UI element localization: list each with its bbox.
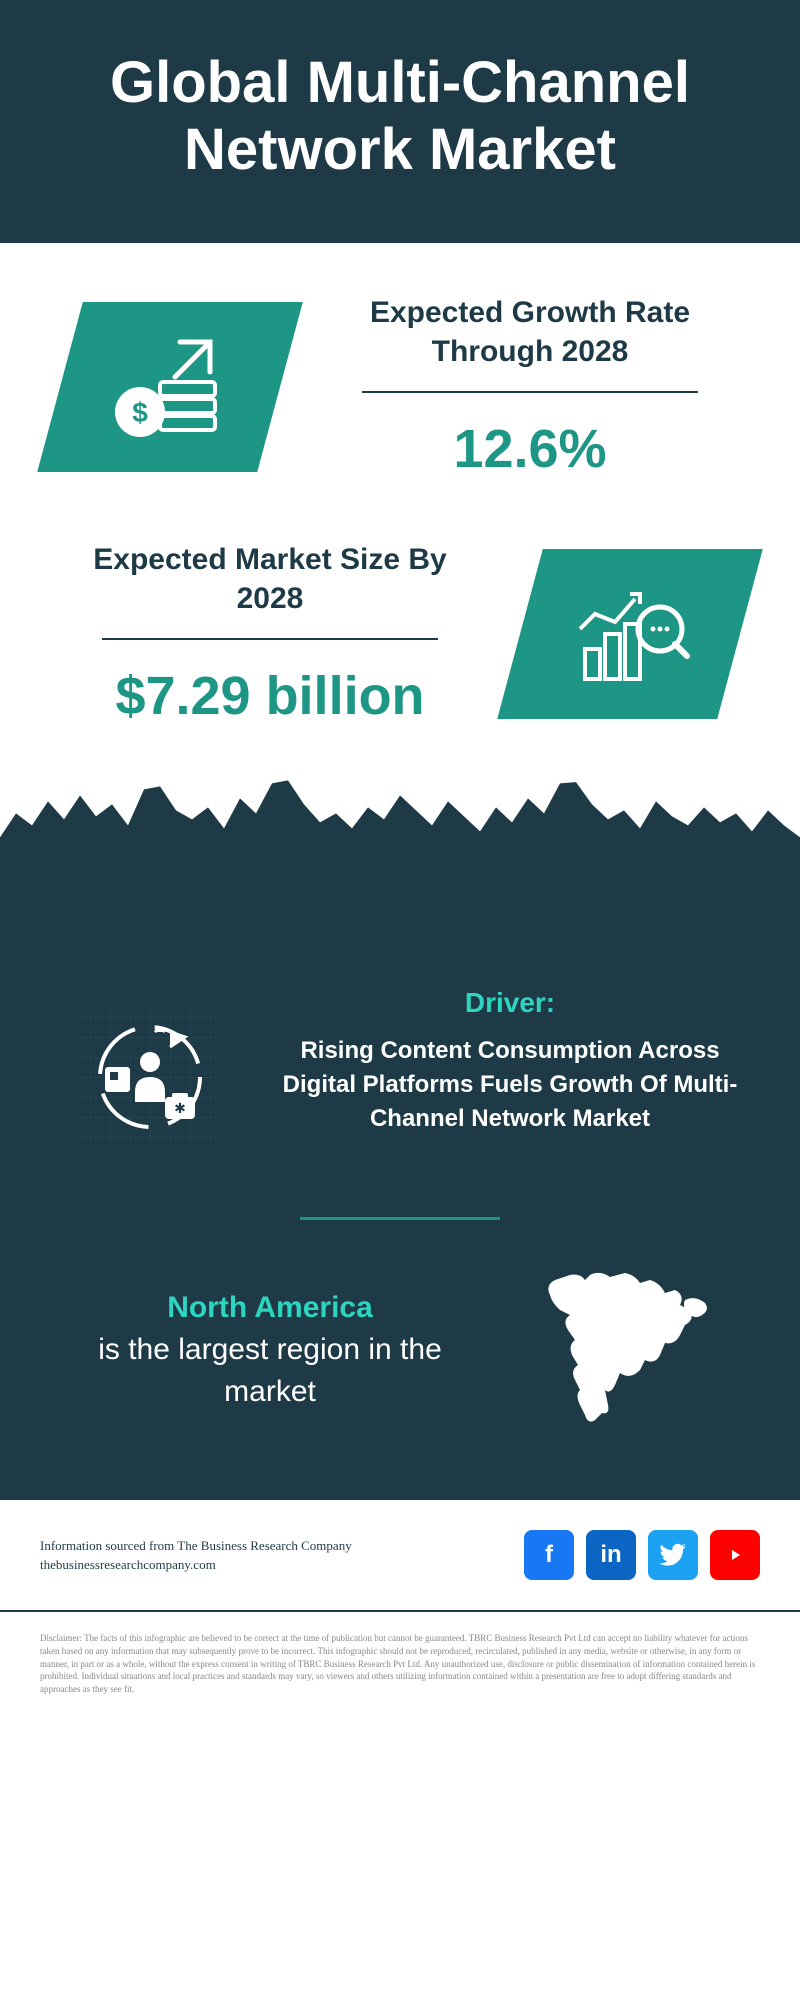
growth-rate-row: $ Expected Growth Rate Through 2028 12.6… xyxy=(60,293,740,480)
region-rest: is the largest region in the market xyxy=(98,1333,442,1408)
market-size-text: Expected Market Size By 2028 $7.29 billi… xyxy=(60,540,480,727)
growth-rate-value: 12.6% xyxy=(320,418,740,480)
header: Global Multi-Channel Network Market xyxy=(0,0,800,243)
market-size-value: $7.29 billion xyxy=(60,665,480,727)
region-row: North America is the largest region in t… xyxy=(60,1260,740,1440)
chart-analysis-icon xyxy=(497,549,763,719)
source-line: Information sourced from The Business Re… xyxy=(40,1536,352,1556)
svg-text:✱: ✱ xyxy=(174,1100,186,1116)
driver-description: Rising Content Consumption Across Digita… xyxy=(280,1034,740,1135)
social-icons: f in xyxy=(524,1530,760,1580)
youtube-icon[interactable] xyxy=(710,1530,760,1580)
skyline-graphic xyxy=(0,837,800,957)
twitter-icon[interactable] xyxy=(648,1530,698,1580)
market-size-label: Expected Market Size By 2028 xyxy=(60,540,480,618)
linkedin-icon[interactable]: in xyxy=(586,1530,636,1580)
region-text: North America is the largest region in t… xyxy=(60,1287,480,1413)
growth-rate-text: Expected Growth Rate Through 2028 12.6% xyxy=(320,293,740,480)
region-highlight: North America xyxy=(167,1291,373,1324)
divider xyxy=(362,391,698,393)
disclaimer: Disclaimer: The facts of this infographi… xyxy=(0,1612,800,1735)
north-america-map-icon xyxy=(520,1260,740,1440)
money-growth-icon: $ xyxy=(37,302,303,472)
footer: Information sourced from The Business Re… xyxy=(0,1500,800,1612)
market-size-row: Expected Market Size By 2028 $7.29 billi… xyxy=(60,540,740,727)
facebook-icon[interactable]: f xyxy=(524,1530,574,1580)
teal-divider xyxy=(300,1217,500,1220)
driver-text: Driver: Rising Content Consumption Acros… xyxy=(280,987,740,1135)
divider xyxy=(102,638,438,640)
stats-section: $ Expected Growth Rate Through 2028 12.6… xyxy=(0,243,800,837)
svg-text:$: $ xyxy=(132,397,148,428)
dark-section: ✱ Driver: Rising Content Consumption Acr… xyxy=(0,957,800,1500)
multichannel-icon: ✱ xyxy=(60,987,240,1167)
driver-label: Driver: xyxy=(280,987,740,1019)
source-url: thebusinessresearchcompany.com xyxy=(40,1555,352,1575)
main-title: Global Multi-Channel Network Market xyxy=(40,50,760,183)
footer-text: Information sourced from The Business Re… xyxy=(40,1536,352,1575)
driver-row: ✱ Driver: Rising Content Consumption Acr… xyxy=(60,987,740,1167)
growth-rate-label: Expected Growth Rate Through 2028 xyxy=(320,293,740,371)
